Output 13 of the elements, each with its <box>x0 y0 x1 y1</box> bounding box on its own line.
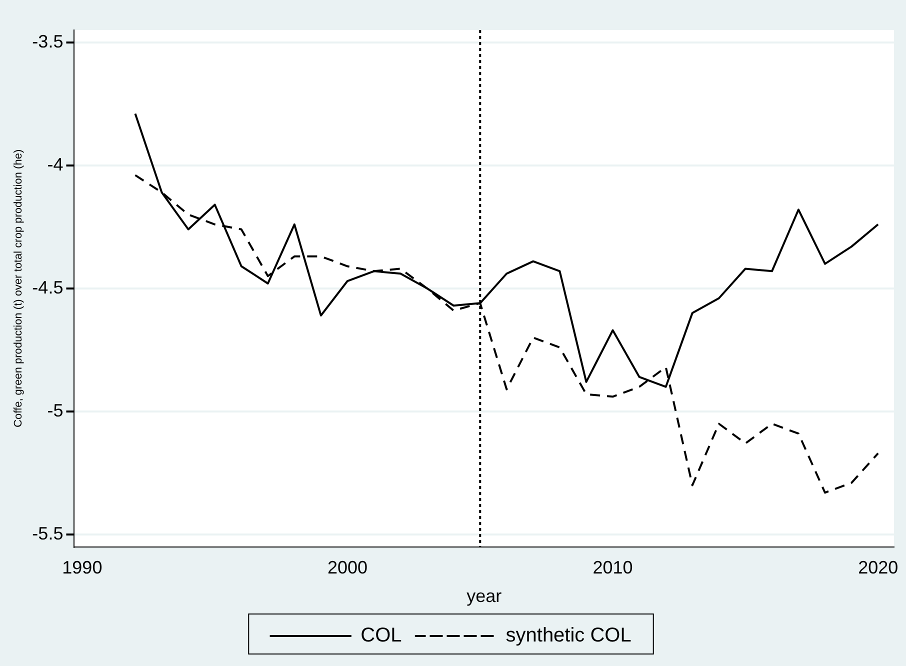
x-tick-label: 2010 <box>592 558 633 578</box>
x-tick-label: 1990 <box>62 558 102 578</box>
y-tick-label: -4 <box>47 154 64 174</box>
legend-label: COL <box>360 624 402 647</box>
x-tick-label: 2020 <box>858 558 898 578</box>
y-tick-label: -4.5 <box>32 277 64 298</box>
y-tick-label: -3.5 <box>32 31 64 52</box>
y-tick-label: -5 <box>47 400 64 420</box>
y-axis-title: Coffe, green production (t) over total crop production (he) <box>12 149 25 428</box>
x-axis-title: year <box>466 586 502 606</box>
legend-label: synthetic COL <box>506 624 632 647</box>
x-tick-label: 2000 <box>327 558 368 578</box>
y-tick-label: -5.5 <box>32 523 64 544</box>
